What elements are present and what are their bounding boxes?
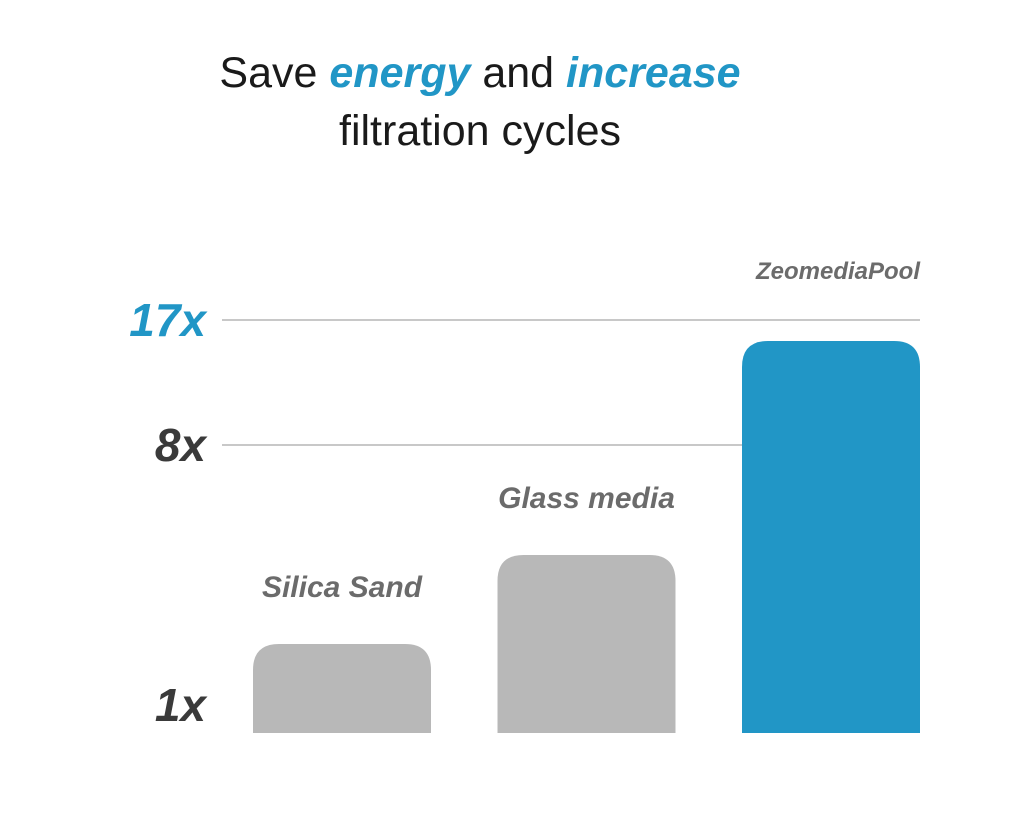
- category-label-zeomediapool: ZeomediaPool: [755, 258, 921, 285]
- bar-glass-media: [497, 555, 676, 733]
- y-tick-1x: 1x: [155, 679, 209, 731]
- y-tick-17x: 17x: [129, 294, 208, 346]
- title-accent-increase: increase: [566, 49, 741, 97]
- bar-zeomediapool: [742, 341, 920, 733]
- category-label-silica-sand: Silica Sand: [262, 571, 423, 604]
- y-axis-ticks: 1x 8x 17x: [129, 294, 208, 731]
- title-line-2: filtration cycles: [339, 107, 621, 155]
- category-label-glass-media: Glass media: [498, 482, 675, 515]
- title-text-save: Save: [219, 49, 330, 97]
- y-tick-8x: 8x: [155, 419, 209, 471]
- title-text-and: and: [470, 49, 567, 97]
- title-line-1: Save energy and increase: [0, 44, 960, 102]
- bar-labels: Silica Sand Glass media ZeomediaPool: [262, 258, 921, 604]
- title-accent-energy: energy: [329, 49, 471, 97]
- chart-title: Save energy and increase filtration cycl…: [0, 44, 960, 160]
- bar-silica-sand: [253, 644, 431, 733]
- bars: [253, 341, 920, 733]
